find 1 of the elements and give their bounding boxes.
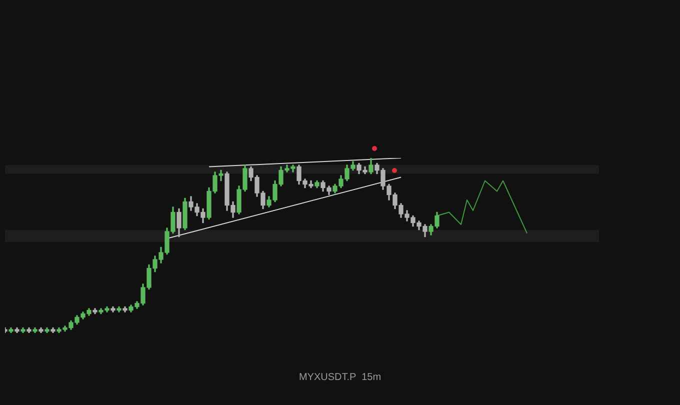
text: MYXUSDT.P 15m <box>298 372 382 383</box>
